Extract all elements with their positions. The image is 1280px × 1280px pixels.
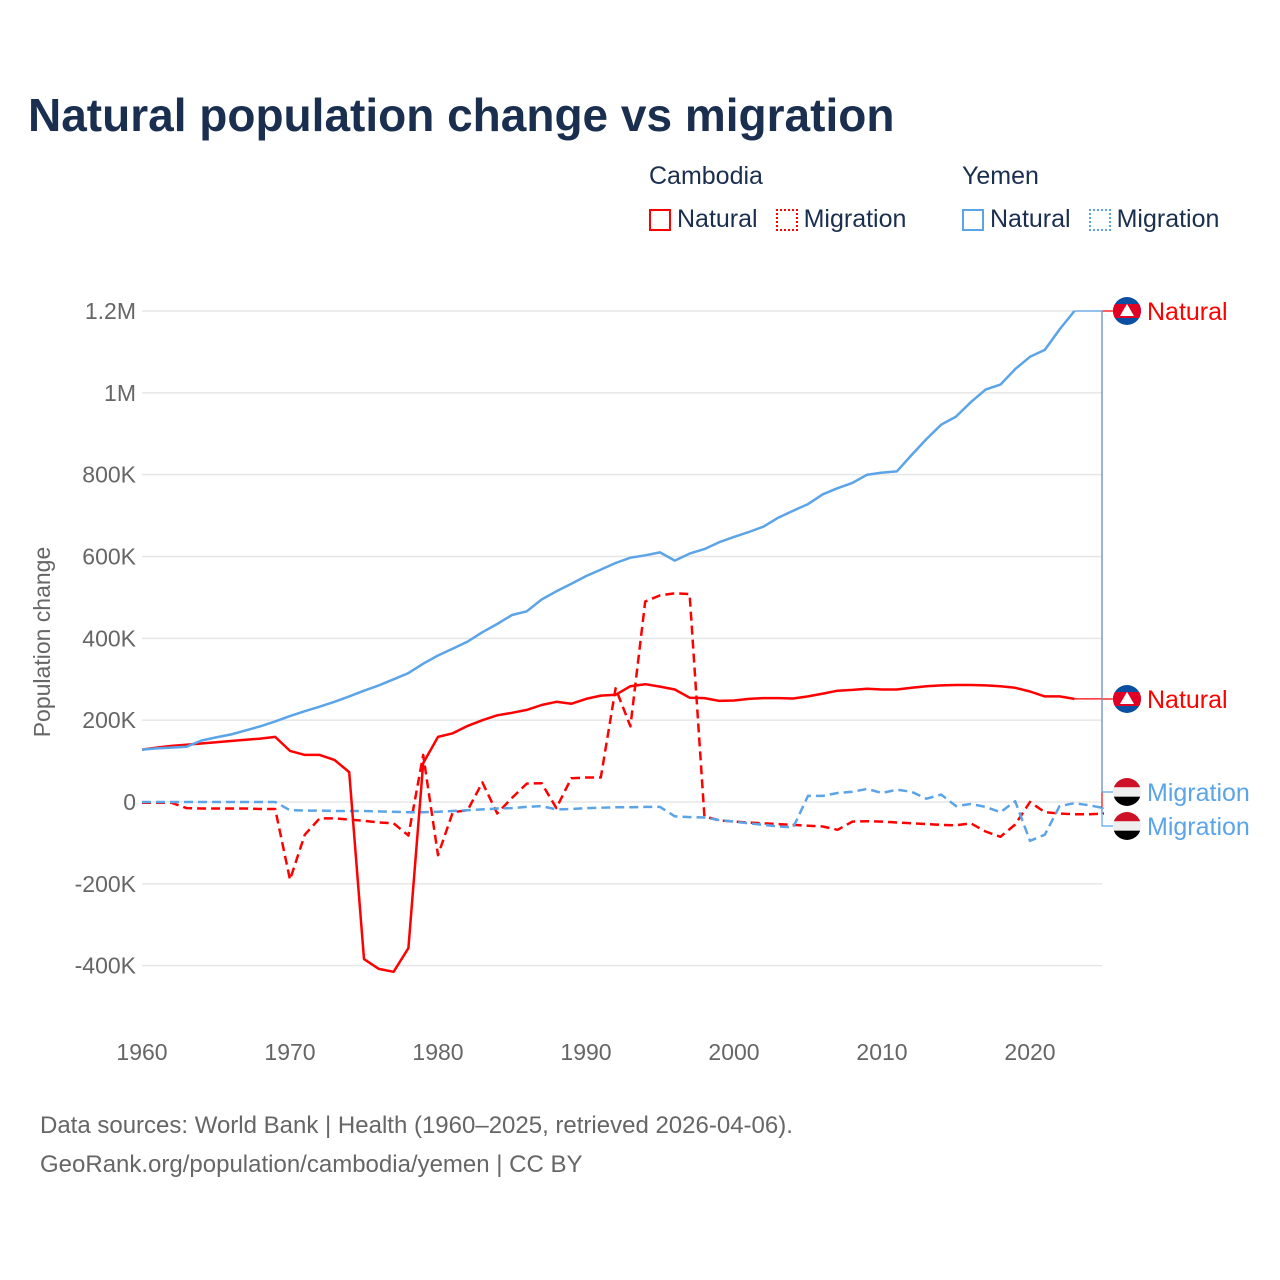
x-tick-label: 2020 <box>1004 1039 1055 1065</box>
y-tick-label: 400K <box>82 625 136 651</box>
y-axis-label: Population change <box>29 547 55 738</box>
end-label-cambodia-natural: Natural <box>1147 298 1228 326</box>
legend-swatch <box>775 208 798 231</box>
legend-label: Natural <box>990 205 1071 233</box>
label-connector <box>1074 310 1113 700</box>
yemen-flag-icon <box>1113 812 1141 840</box>
legend-item-cambodia-migration[interactable]: Migration <box>775 205 907 234</box>
legend-group-cambodia: Cambodia Natural Migration <box>649 162 906 234</box>
end-label-yemen-migration: Migration <box>1147 813 1250 841</box>
footer-link[interactable]: GeoRank.org/population/cambodia/yemen | … <box>40 1151 583 1178</box>
legend-group-title: Yemen <box>962 162 1039 190</box>
series-line-cambodia-natural <box>141 682 1075 974</box>
end-label-cambodia-migration: Natural <box>1147 686 1228 714</box>
legend-item-cambodia-natural[interactable]: Natural <box>649 205 758 234</box>
cambodia-flag-icon <box>1113 297 1141 325</box>
footer-sources: Data sources: World Bank | Health (1960–… <box>40 1112 793 1139</box>
legend-swatch <box>649 208 671 231</box>
y-tick-label: 1M <box>104 380 136 406</box>
y-tick-label: 200K <box>82 707 136 733</box>
end-label-yemen-natural: Migration <box>1147 779 1250 807</box>
footer: Data sources: World Bank | Health (1960–… <box>40 1106 793 1184</box>
y-tick-label: 800K <box>82 462 136 488</box>
x-tick-label: 1960 <box>116 1039 167 1065</box>
x-tick-label: 1970 <box>264 1039 315 1065</box>
series-line-cambodia-migration <box>142 592 1105 881</box>
x-tick-label: 1980 <box>412 1039 463 1065</box>
legend-label: Natural <box>677 205 758 233</box>
label-connector <box>1101 698 1113 815</box>
legend-swatch <box>962 208 984 231</box>
label-connector <box>1074 310 1113 793</box>
x-tick-label: 1990 <box>560 1039 611 1065</box>
legend-label: Migration <box>1116 205 1220 233</box>
y-tick-label: -400K <box>75 953 137 979</box>
legend-item-yemen-natural[interactable]: Natural <box>962 205 1071 234</box>
legend-label: Migration <box>803 205 907 233</box>
legend-group-title: Cambodia <box>649 162 763 190</box>
legend-swatch <box>1088 208 1111 231</box>
yemen-flag-icon <box>1113 778 1141 806</box>
y-tick-label: -200K <box>75 871 137 897</box>
series-line-yemen-natural <box>141 310 1076 751</box>
y-tick-label: 600K <box>82 544 136 570</box>
x-tick-label: 2000 <box>708 1039 759 1065</box>
y-tick-label: 1.2M <box>85 298 136 324</box>
chart-title: Natural population change vs migration <box>28 89 895 141</box>
x-tick-label: 2010 <box>856 1039 907 1065</box>
label-connector <box>1101 807 1113 827</box>
legend-item-yemen-migration[interactable]: Migration <box>1088 205 1220 234</box>
series-line-yemen-migration <box>142 787 1105 843</box>
legend-group-yemen: Yemen Natural Migration <box>962 162 1219 234</box>
cambodia-flag-icon <box>1113 685 1141 713</box>
y-tick-label: 0 <box>123 789 136 815</box>
